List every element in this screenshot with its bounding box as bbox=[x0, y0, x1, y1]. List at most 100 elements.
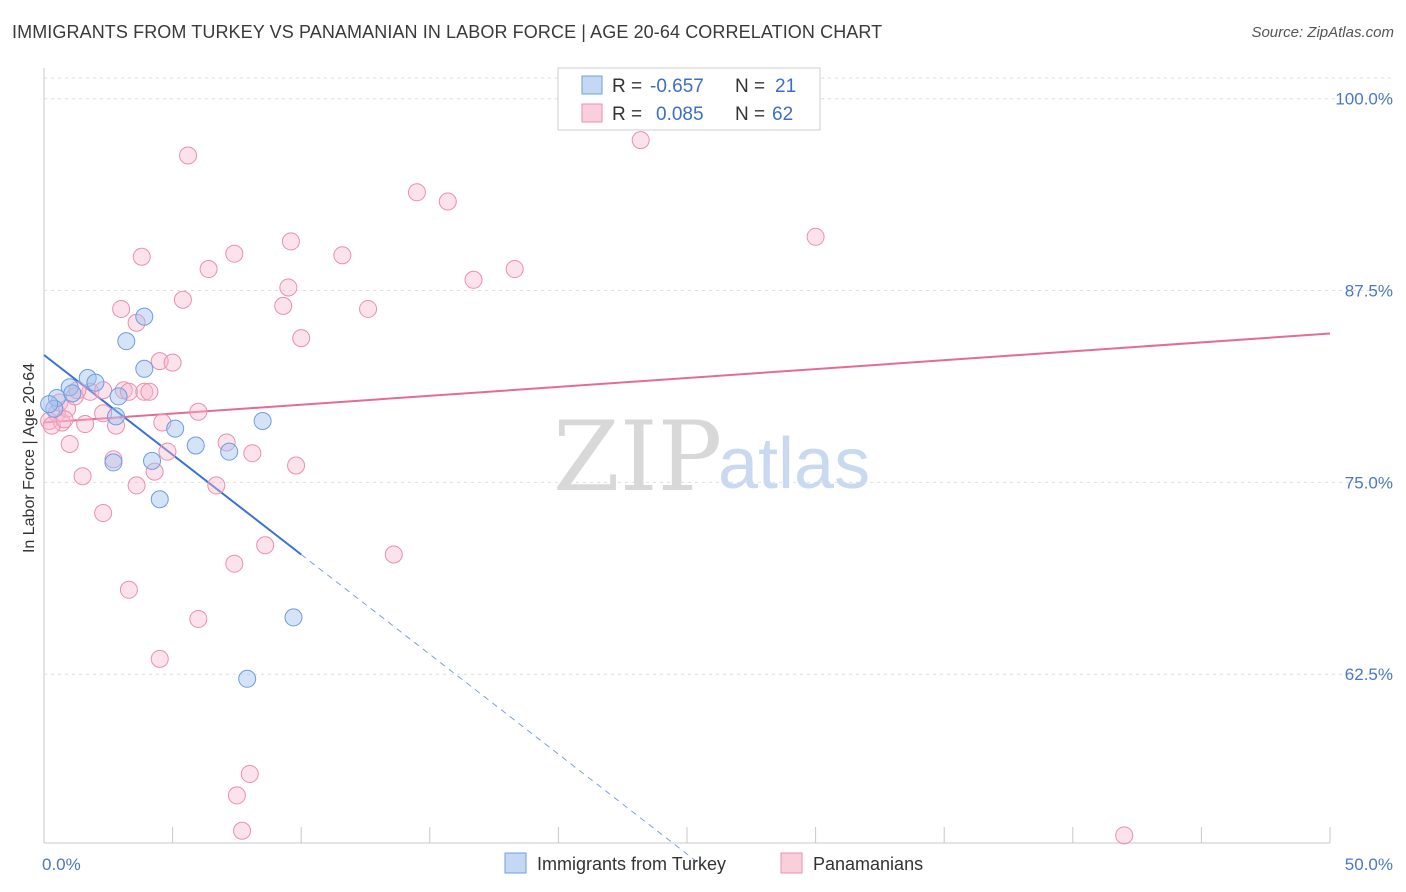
trend-line-turkey-extension bbox=[300, 554, 703, 867]
point-panamanian-12 bbox=[94, 504, 113, 523]
point-panamanian-40 bbox=[243, 444, 262, 463]
point-panamanian-20 bbox=[127, 476, 146, 495]
point-panamanian-21 bbox=[132, 247, 151, 266]
point-turkey-6 bbox=[109, 387, 128, 406]
point-turkey-9 bbox=[135, 307, 154, 326]
point-turkey-16 bbox=[143, 451, 162, 470]
point-turkey-17 bbox=[150, 490, 169, 509]
point-panamanian-56 bbox=[1115, 826, 1134, 845]
point-panamanian-8 bbox=[76, 415, 95, 434]
series-legend: Immigrants from Turkey Panamanians bbox=[504, 852, 923, 874]
legend-n-value-turkey: 21 bbox=[775, 76, 796, 97]
point-turkey-20 bbox=[40, 395, 59, 414]
source-credit: Source: ZipAtlas.com bbox=[1251, 24, 1394, 41]
point-turkey-10 bbox=[107, 407, 126, 426]
point-turkey-12 bbox=[186, 436, 205, 455]
x-tick-label-1: 50.0% bbox=[1345, 855, 1393, 874]
legend-r-value-panamanian: 0.085 bbox=[656, 104, 704, 125]
point-panamanian-51 bbox=[438, 192, 457, 211]
point-panamanian-38 bbox=[227, 786, 246, 805]
point-panamanian-3 bbox=[53, 413, 72, 432]
point-panamanian-27 bbox=[158, 442, 177, 461]
point-panamanian-25 bbox=[150, 352, 169, 371]
y-tick-labels: 100.0% 87.5% 75.0% 62.5% bbox=[1335, 90, 1393, 684]
legend-r-value-turkey: -0.657 bbox=[650, 76, 704, 97]
point-panamanian-7 bbox=[73, 467, 92, 486]
legend-r-label-turkey: R = bbox=[612, 76, 642, 97]
point-turkey-7 bbox=[135, 359, 154, 378]
point-panamanian-14 bbox=[107, 416, 126, 435]
series-legend-label-turkey: Immigrants from Turkey bbox=[537, 854, 726, 874]
point-panamanian-32 bbox=[199, 260, 218, 279]
axes bbox=[43, 68, 1331, 844]
point-panamanian-11 bbox=[94, 381, 113, 400]
point-panamanian-5 bbox=[60, 434, 79, 453]
legend-n-value-panamanian: 62 bbox=[772, 104, 793, 125]
point-panamanian-18 bbox=[119, 580, 138, 599]
point-turkey-4 bbox=[86, 373, 105, 392]
point-panamanian-16 bbox=[112, 299, 131, 318]
watermark-atlas: atlas bbox=[718, 424, 870, 504]
legend-r-label-panamanian: R = bbox=[612, 104, 642, 125]
point-turkey-11 bbox=[166, 419, 185, 438]
y-tick-label-1: 87.5% bbox=[1345, 282, 1393, 301]
legend-n-label-turkey: N = bbox=[735, 76, 765, 97]
point-turkey-8 bbox=[117, 332, 136, 351]
point-panamanian-9 bbox=[81, 382, 100, 401]
point-turkey-15 bbox=[104, 453, 123, 472]
point-panamanian-28 bbox=[173, 290, 192, 309]
y-axis-label: In Labor Force | Age 20-64 bbox=[21, 363, 38, 553]
point-panamanian-31 bbox=[189, 609, 208, 628]
point-panamanian-43 bbox=[279, 278, 298, 297]
trend-line-panamanian bbox=[43, 332, 1331, 424]
point-panamanian-45 bbox=[287, 456, 306, 475]
series-legend-swatch-panamanian bbox=[780, 852, 803, 874]
grid-lines bbox=[44, 77, 1395, 675]
point-panamanian-30 bbox=[189, 402, 208, 421]
point-turkey-18 bbox=[284, 608, 303, 627]
legend-swatch-panamanian bbox=[581, 103, 603, 123]
point-panamanian-36 bbox=[225, 554, 244, 573]
point-turkey-13 bbox=[220, 442, 239, 461]
point-panamanian-24 bbox=[150, 649, 169, 668]
y-tick-label-2: 75.0% bbox=[1345, 473, 1393, 492]
point-panamanian-42 bbox=[274, 296, 293, 315]
point-turkey-14 bbox=[253, 411, 272, 430]
point-panamanian-52 bbox=[464, 270, 483, 289]
correlation-legend: R = -0.657 N = 21 R = 0.085 N = 62 bbox=[557, 67, 821, 131]
point-panamanian-53 bbox=[505, 260, 524, 279]
series-legend-label-panamanian: Panamanians bbox=[813, 854, 923, 874]
point-turkey-5 bbox=[63, 384, 82, 403]
chart-title: IMMIGRANTS FROM TURKEY VS PANAMANIAN IN … bbox=[12, 22, 883, 42]
series-legend-swatch-turkey bbox=[504, 852, 527, 874]
point-panamanian-44 bbox=[281, 232, 300, 251]
data-points bbox=[40, 131, 1134, 845]
y-tick-label-3: 62.5% bbox=[1345, 665, 1393, 684]
point-panamanian-60 bbox=[140, 382, 159, 401]
legend-swatch-turkey bbox=[581, 75, 603, 95]
point-panamanian-29 bbox=[179, 146, 198, 165]
trend-line-turkey bbox=[43, 354, 302, 556]
point-panamanian-55 bbox=[806, 227, 825, 246]
watermark-zip: ZIP bbox=[553, 401, 722, 513]
point-panamanian-54 bbox=[631, 131, 650, 150]
point-panamanian-35 bbox=[225, 244, 244, 263]
point-panamanian-50 bbox=[407, 183, 426, 202]
point-panamanian-48 bbox=[359, 299, 378, 318]
legend-n-label-panamanian: N = bbox=[735, 104, 765, 125]
point-panamanian-47 bbox=[333, 246, 352, 265]
point-panamanian-46 bbox=[292, 329, 311, 348]
y-tick-label-0: 100.0% bbox=[1335, 90, 1393, 109]
point-panamanian-22 bbox=[135, 382, 154, 401]
watermark: ZIP atlas bbox=[553, 401, 870, 513]
point-panamanian-61 bbox=[163, 353, 182, 372]
point-panamanian-49 bbox=[384, 545, 403, 564]
x-tick-label-0: 0.0% bbox=[42, 855, 81, 874]
point-panamanian-23 bbox=[145, 462, 164, 481]
point-panamanian-33 bbox=[207, 476, 226, 495]
point-panamanian-17 bbox=[119, 382, 138, 401]
trend-lines bbox=[43, 332, 1331, 867]
point-turkey-19 bbox=[238, 669, 257, 688]
point-panamanian-37 bbox=[233, 821, 252, 840]
